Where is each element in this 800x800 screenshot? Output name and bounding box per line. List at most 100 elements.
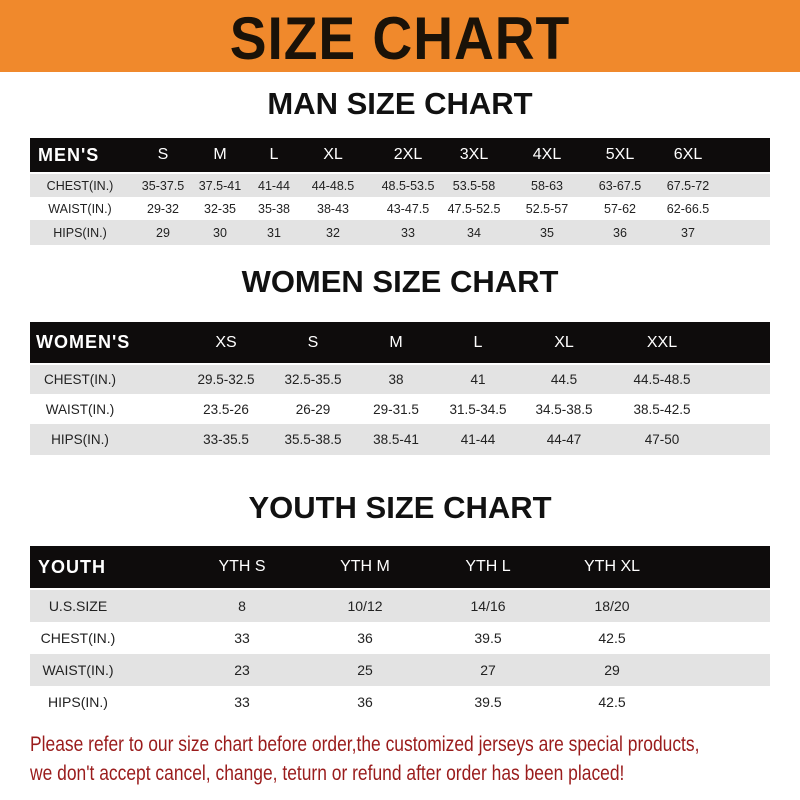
measurement-cell: 44-47 [546,432,582,447]
banner-title: SIZE CHART [229,5,571,72]
measurement-cell: 34 [467,225,481,240]
measurement-cell: 52.5-57 [525,201,569,216]
measurement-cell: 38-43 [317,201,349,216]
measurement-cell: 30 [213,225,227,240]
measurement-cell: 41-44 [258,178,290,193]
size-column-header: YTH XL [583,558,641,575]
size-column-header: 6XL [673,146,703,163]
measurement-cell: 37 [681,225,695,240]
table-row: CHEST(IN.) 35-37.5 37.5-41 41-44 44-48.5 48.5… [30,174,770,197]
measurement-cell: 36 [357,630,373,646]
measurement-cell: 38.5-41 [373,432,419,447]
measurement-cell: 67.5-72 [666,178,710,193]
table-row: HIPS(IN.) 29 30 31 32 33 34 35 36 37 [30,220,770,245]
men-section-title: MAN SIZE CHART [267,86,533,121]
size-column-header: YTH S [218,558,266,575]
measurement-cell: 33 [234,694,250,710]
measurement-cell: 32 [326,225,340,240]
table-row: WAIST(IN.) 23.5-26 26-29 29-31.5 31.5-34.5 34… [30,394,770,424]
size-column-header: XXL [646,333,678,351]
table-corner-label: YOUTH [38,556,106,577]
measurement-cell: 43-47.5 [386,201,430,216]
youth-header-row: YOUTH YTH S YTH M YTH L YTH XL [30,546,770,588]
measurement-cell: 29 [156,225,170,240]
table-row: U.S.SIZE 8 10/12 14/16 18/20 [30,590,770,622]
size-column-header: XL [554,333,574,351]
size-column-header: 3XL [459,146,489,163]
measurement-cell: 47.5-52.5 [447,201,501,216]
measurement-cell: 23.5-26 [203,401,249,417]
measurement-cell: 29 [604,662,620,678]
measurement-cell: 18/20 [594,598,630,614]
measurement-cell: 33-35.5 [203,432,249,447]
table-row: CHEST(IN.) 33 36 39.5 42.5 [30,622,770,654]
measurement-cell: 10/12 [347,598,383,614]
measurement-cell: 44-48.5 [311,178,355,193]
size-column-header: 4XL [532,146,562,163]
size-column-header: L [269,146,279,163]
measurement-cell: 27 [480,662,496,678]
size-column-header: L [473,333,483,351]
size-chart-banner: SIZE CHART [0,0,800,72]
table-corner-label: MEN'S [38,144,100,165]
measurement-cell: 33 [401,225,415,240]
size-column-header: YTH M [340,558,390,575]
size-column-header: S [307,333,319,351]
measurement-cell: 34.5-38.5 [535,401,593,417]
row-label: WAIST(IN.) [48,201,112,216]
row-label: CHEST(IN.) [40,630,116,646]
measurement-cell: 32-35 [204,201,236,216]
row-label: WAIST(IN.) [42,662,114,678]
measurement-cell: 29-32 [147,201,179,216]
measurement-cell: 39.5 [474,694,502,710]
row-label: U.S.SIZE [48,598,108,614]
row-label: CHEST(IN.) [44,372,116,387]
measurement-cell: 38 [388,372,404,387]
measurement-cell: 38.5-42.5 [633,401,691,417]
women-section-title: WOMEN SIZE CHART [241,264,559,299]
measurement-cell: 47-50 [644,432,680,447]
measurement-cell: 41-44 [460,432,496,447]
youth-section-title: YOUTH SIZE CHART [248,490,552,525]
measurement-cell: 36 [613,225,627,240]
size-column-header: M [389,333,403,351]
measurement-cell: 57-62 [604,201,636,216]
measurement-cell: 23 [234,662,250,678]
notice-line-1: Please refer to our size chart before or… [30,733,700,756]
measurement-cell: 25 [357,662,373,678]
size-column-header: YTH L [465,558,511,575]
table-row: WAIST(IN.) 23 25 27 29 [30,654,770,686]
measurement-cell: 35-37.5 [141,178,185,193]
size-column-header: XL [323,146,343,163]
size-column-header: 5XL [605,146,635,163]
measurement-cell: 35.5-38.5 [284,432,342,447]
measurement-cell: 39.5 [474,630,502,646]
row-label: HIPS(IN.) [51,432,109,447]
table-row: CHEST(IN.) 29.5-32.5 32.5-35.5 38 41 44.5 44.5… [30,365,770,394]
measurement-cell: 63-67.5 [598,178,642,193]
measurement-cell: 44.5-48.5 [633,372,691,387]
row-label: HIPS(IN.) [48,694,108,710]
measurement-cell: 14/16 [470,598,506,614]
measurement-cell: 32.5-35.5 [284,372,342,387]
men-header-row: MEN'S S M L XL 2XL 3XL 4XL 5XL 6XL [30,138,770,172]
measurement-cell: 62-66.5 [666,201,710,216]
table-row: HIPS(IN.) 33-35.5 35.5-38.5 38.5-41 41-44 44-… [30,424,770,455]
measurement-cell: 35-38 [258,201,290,216]
row-label: WAIST(IN.) [45,401,115,417]
measurement-cell: 53.5-58 [452,178,496,193]
measurement-cell: 48.5-53.5 [381,178,435,193]
measurement-cell: 26-29 [295,401,331,417]
measurement-cell: 8 [238,598,246,614]
table-row: HIPS(IN.) 33 36 39.5 42.5 [30,686,770,718]
measurement-cell: 35 [540,225,554,240]
women-header-row: WOMEN'S XS S M L XL XXL [30,322,770,363]
table-corner-label: WOMEN'S [36,332,131,352]
measurement-cell: 29.5-32.5 [197,372,255,387]
notice-line-2: we don't accept cancel, change, teturn o… [30,762,625,785]
measurement-cell: 42.5 [598,630,626,646]
measurement-cell: 31.5-34.5 [449,401,507,417]
measurement-cell: 31 [267,225,281,240]
size-column-header: XS [215,333,237,351]
size-column-header: 2XL [393,146,423,163]
